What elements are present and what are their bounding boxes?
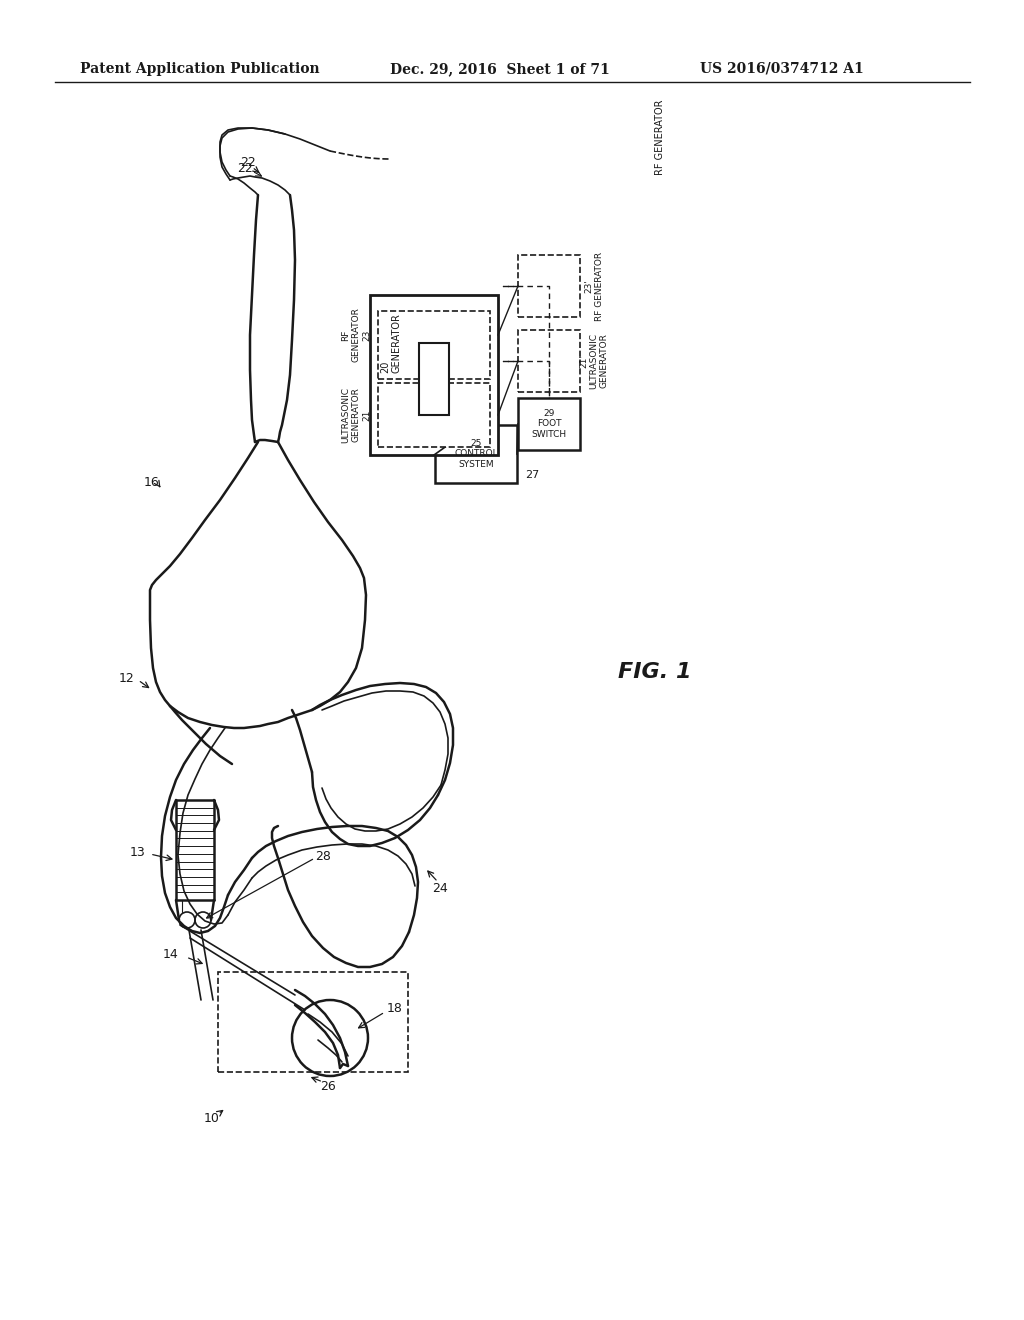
- Text: 26: 26: [321, 1080, 336, 1093]
- Text: 22: 22: [238, 161, 253, 174]
- Text: 12: 12: [119, 672, 135, 685]
- Text: 22: 22: [240, 157, 256, 169]
- Bar: [378, 383, 490, 447]
- Text: 29
FOOT
SWITCH: 29 FOOT SWITCH: [531, 409, 566, 438]
- Text: 10: 10: [204, 1111, 220, 1125]
- Text: Dec. 29, 2016  Sheet 1 of 71: Dec. 29, 2016 Sheet 1 of 71: [390, 62, 609, 77]
- Bar: [518, 330, 580, 392]
- Bar: [518, 255, 580, 317]
- Text: Patent Application Publication: Patent Application Publication: [80, 62, 319, 77]
- Text: 24: 24: [432, 882, 447, 895]
- Text: 13: 13: [130, 846, 145, 858]
- Text: 14: 14: [162, 949, 178, 961]
- Text: 23'
RF GENERATOR: 23' RF GENERATOR: [585, 251, 604, 321]
- Bar: [435, 425, 517, 483]
- Text: 20
GENERATOR: 20 GENERATOR: [380, 313, 401, 372]
- Bar: [378, 312, 490, 379]
- Text: 27: 27: [525, 470, 540, 480]
- Text: US 2016/0374712 A1: US 2016/0374712 A1: [700, 62, 864, 77]
- Text: RF
GENERATOR
23: RF GENERATOR 23: [341, 308, 371, 363]
- Bar: [218, 972, 408, 1072]
- Bar: [370, 294, 498, 455]
- Bar: [419, 343, 449, 414]
- Text: 28: 28: [315, 850, 331, 862]
- Text: ULTRASONIC
GENERATOR
21: ULTRASONIC GENERATOR 21: [341, 387, 371, 444]
- Text: RF GENERATOR: RF GENERATOR: [655, 99, 665, 176]
- Text: 16: 16: [144, 475, 160, 488]
- Text: FIG. 1: FIG. 1: [618, 663, 692, 682]
- Bar: [518, 399, 580, 450]
- Text: 25
CONTROL
SYSTEM: 25 CONTROL SYSTEM: [455, 440, 498, 469]
- Text: 21'
ULTRASONIC
GENERATOR: 21' ULTRASONIC GENERATOR: [580, 333, 609, 389]
- Text: 18: 18: [387, 1002, 402, 1015]
